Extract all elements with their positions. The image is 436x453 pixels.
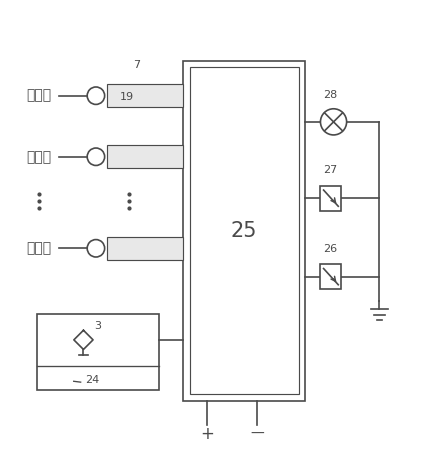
Text: 24: 24 [85,375,99,385]
Text: 25: 25 [231,221,257,241]
Circle shape [87,148,105,165]
Text: 3: 3 [94,321,101,331]
Circle shape [87,240,105,257]
Bar [37,313,159,390]
Bar [190,67,299,395]
Text: 26: 26 [323,244,337,254]
Circle shape [320,109,347,135]
Bar [107,237,183,260]
Text: —: — [250,427,264,441]
Text: 19: 19 [119,92,133,101]
Text: 28: 28 [323,90,337,100]
Text: 27: 27 [323,165,337,175]
Text: +: + [200,424,214,443]
Text: 第二对: 第二对 [27,150,52,164]
Circle shape [87,87,105,105]
Text: 第一对: 第一对 [27,89,52,103]
Bar [107,84,183,107]
Text: 第八对: 第八对 [27,241,52,255]
Bar [107,145,183,168]
Bar [320,186,341,211]
Text: 7: 7 [133,59,140,70]
Bar [183,61,305,401]
Bar [320,264,341,289]
